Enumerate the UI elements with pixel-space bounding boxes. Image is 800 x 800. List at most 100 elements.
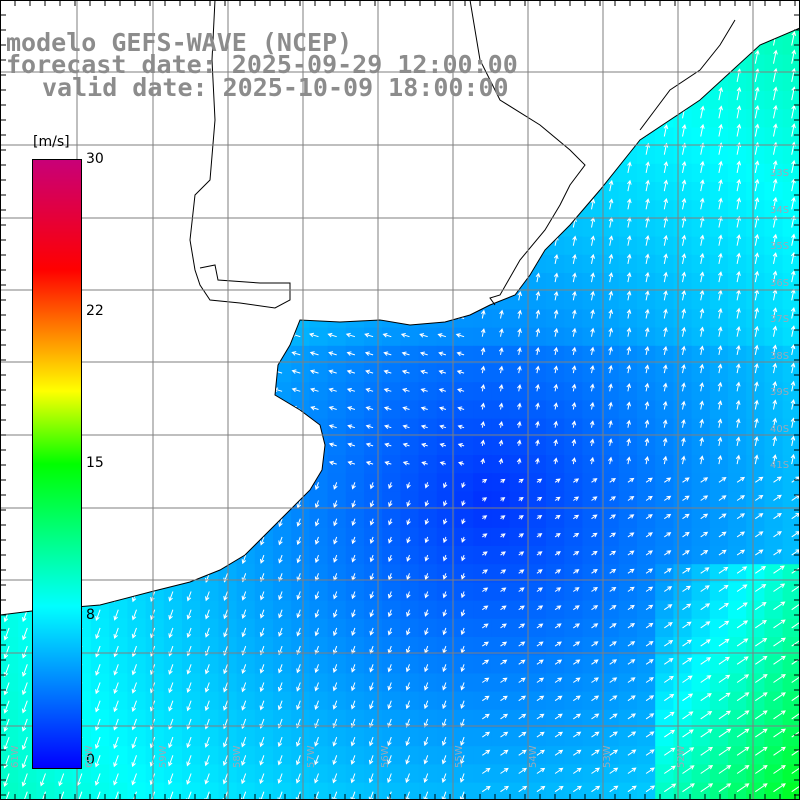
wind-speed-cell [527,309,547,329]
wind-arrow [517,309,522,319]
wind-arrow [350,700,356,710]
wind-arrow [609,496,616,501]
wind-arrow [259,755,265,766]
wind-arrow [368,755,374,765]
wind-arrow [754,197,760,210]
wind-speed-cell [709,345,729,365]
wind-arrow [388,554,393,563]
wind-arrow [518,551,525,556]
wind-speed-cell [127,782,147,800]
wind-arrow [500,695,508,702]
wind-speed-cell [782,236,800,256]
wind-speed-cell [382,455,401,474]
wind-arrow [22,627,28,641]
wind-arrow [365,387,374,393]
wind-arrow [754,86,760,101]
wind-arrow [387,591,393,599]
wind-arrow [424,500,430,507]
wind-speed-cell [200,782,219,800]
wind-arrow [571,420,577,428]
wind-arrow [627,641,636,647]
wind-arrow [718,656,730,665]
wind-arrow [590,346,595,355]
wind-speed-cell [782,782,800,800]
wind-arrow [387,736,392,747]
wind-arrow [535,291,541,301]
wind-arrow [277,664,283,674]
wind-speed-cell [327,382,347,401]
wind-speed-cell [691,273,711,292]
wind-arrow [662,437,668,446]
wind-speed-cell [709,109,729,128]
wind-speed-cell [473,418,492,438]
wind-speed-cell [673,327,693,347]
wind-arrow [405,736,410,747]
wind-arrow [681,216,687,228]
wind-speed-cell [655,182,674,201]
wind-arrow [500,767,509,774]
wind-speed-cell [582,400,602,420]
wind-arrow [554,533,561,538]
wind-arrow [314,482,320,491]
wind-arrow [791,178,796,192]
wind-arrow [589,420,595,428]
wind-arrow [113,682,119,694]
wind-speed-cell [527,400,547,420]
wind-arrow [663,124,669,137]
wind-speed-cell [455,364,474,383]
wind-arrow [518,587,525,592]
wind-arrow [314,609,320,619]
wind-arrow [573,478,580,483]
wind-arrow [609,749,619,756]
wind-arrow [699,455,704,465]
wind-speed-cell [746,273,765,292]
wind-arrow [736,234,741,246]
wind-arrow [754,417,759,428]
wind-arrow [700,657,712,665]
wind-arrow [608,272,614,283]
wind-arrow [460,700,465,710]
wind-arrow [773,601,786,611]
wind-arrow [735,363,741,374]
wind-arrow [627,568,635,574]
wind-arrow [573,695,581,702]
wind-speed-cell [728,145,747,165]
wind-speed-cell [327,436,347,456]
wind-speed-cell [327,327,347,347]
wind-arrow [205,591,210,602]
wind-arrow [241,700,247,711]
wind-arrow [717,345,723,355]
wind-arrow [387,700,392,710]
wind-arrow [222,736,228,748]
wind-speed-cell [637,200,656,219]
wind-arrow [608,235,614,246]
wind-arrow [186,627,192,639]
wind-arrow [441,791,447,800]
wind-arrow [500,623,507,629]
wind-arrow [572,290,577,301]
wind-arrow [682,729,694,738]
wind-arrow [772,344,778,355]
wind-arrow [627,713,636,720]
wind-arrow [608,456,613,465]
wind-speed-cell [455,327,474,347]
wind-arrow [773,619,786,629]
wind-arrow [755,549,764,556]
wind-arrow [387,773,392,784]
wind-arrow [645,604,654,611]
wind-arrow [571,438,577,446]
wind-arrow [241,591,247,601]
wind-arrow [718,123,723,137]
wind-speed-cell [637,418,656,438]
wind-arrow [681,234,687,246]
wind-arrow [186,664,192,675]
wind-arrow [718,783,732,793]
wind-speed-cell [345,418,365,438]
wind-speed-cell [746,455,765,474]
wind-arrow [421,461,428,466]
wind-speed-cell [764,364,784,383]
wind-arrow [346,351,356,356]
wind-speed-cell [382,345,401,365]
wind-arrow [626,290,632,301]
wind-arrow [718,566,729,574]
